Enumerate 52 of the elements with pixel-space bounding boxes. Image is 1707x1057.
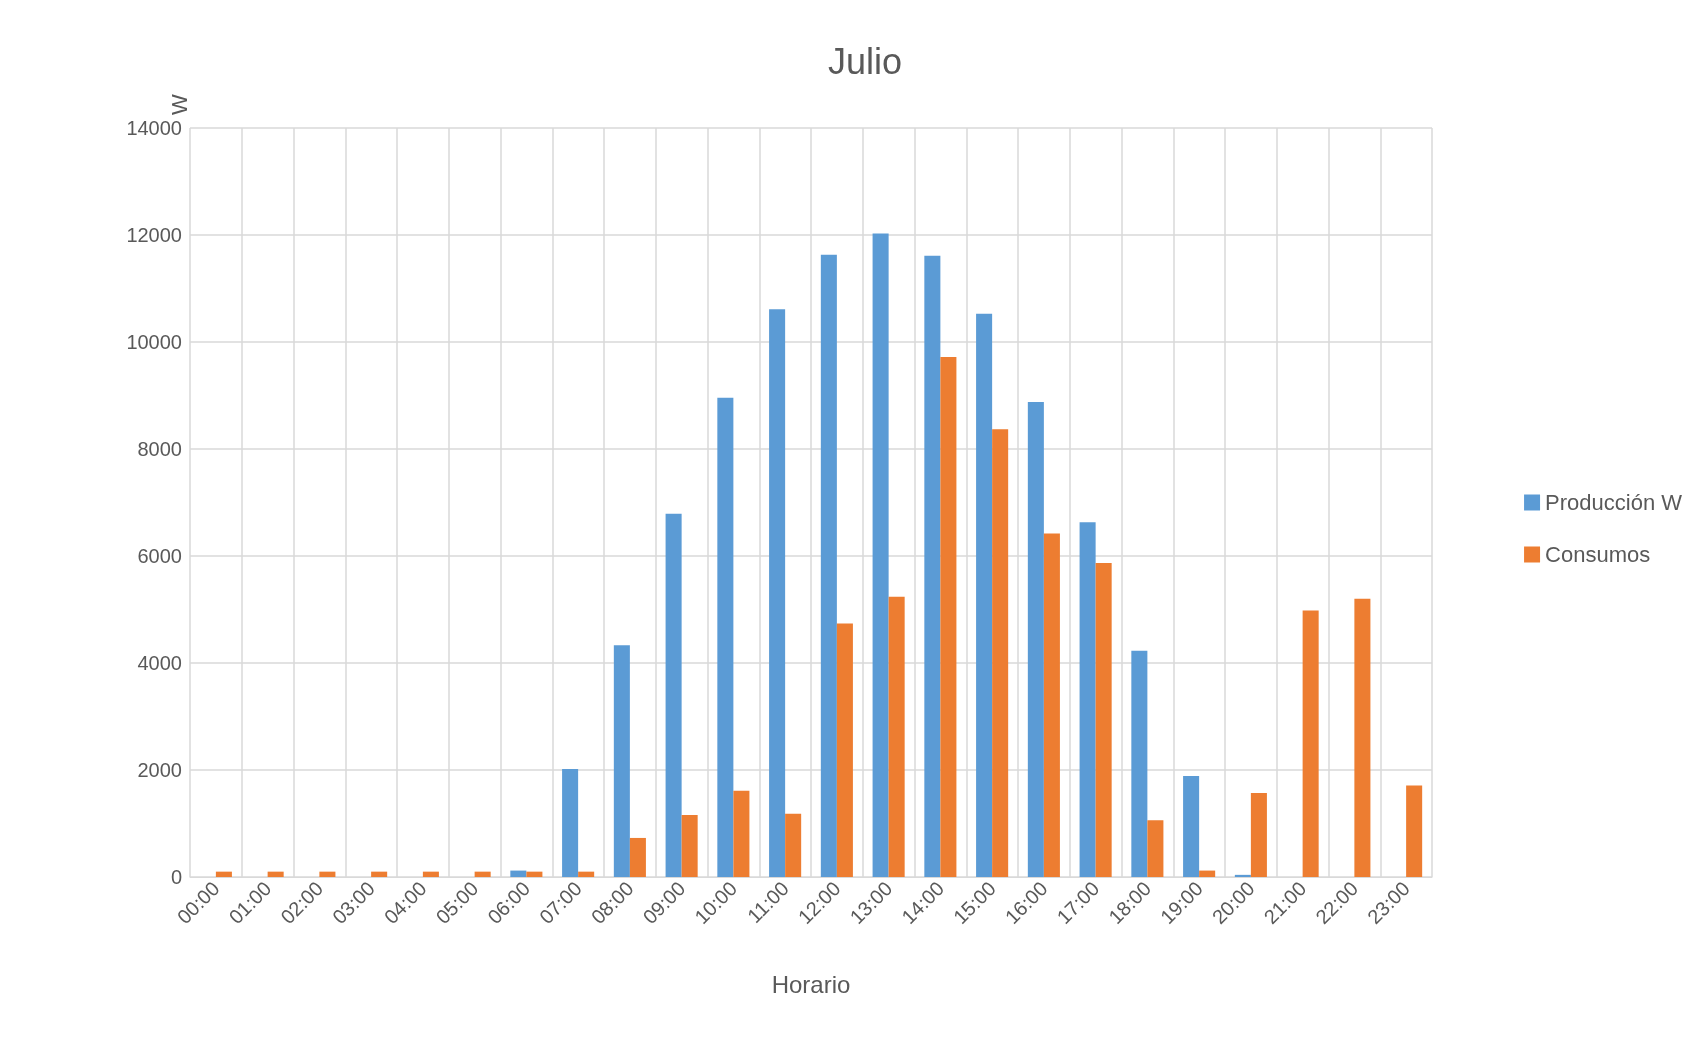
bar <box>215 871 232 877</box>
bar <box>888 596 905 877</box>
bar <box>872 233 889 877</box>
bar <box>562 768 579 877</box>
bar <box>422 871 439 877</box>
bar <box>319 871 336 877</box>
bar <box>681 814 698 877</box>
bar <box>820 254 837 877</box>
bar <box>1131 650 1148 877</box>
bar <box>526 871 543 877</box>
bar <box>733 790 750 877</box>
y-tick-label: 12000 <box>126 224 182 246</box>
bar <box>1147 820 1164 877</box>
bar <box>371 871 388 877</box>
bar <box>769 309 786 877</box>
bar <box>1199 870 1216 877</box>
bar <box>474 871 491 877</box>
bar <box>1354 598 1371 877</box>
bar <box>613 645 630 877</box>
y-axis-title: W <box>166 94 192 116</box>
bar <box>1234 874 1251 877</box>
bar <box>1302 610 1319 877</box>
y-tick-label: 14000 <box>126 117 182 139</box>
y-tick-label: 6000 <box>137 545 182 567</box>
y-tick-label: 2000 <box>137 759 182 781</box>
bar <box>1079 522 1096 877</box>
x-axis-title: Horario <box>771 970 851 998</box>
bar <box>1095 562 1112 877</box>
bar <box>665 513 682 877</box>
bar <box>1043 533 1060 877</box>
y-tick-label: 4000 <box>137 652 182 674</box>
chart-title: Julio <box>827 40 903 82</box>
bar <box>629 837 646 877</box>
y-tick-label: 8000 <box>137 438 182 460</box>
bar <box>1183 775 1200 877</box>
bar <box>1027 401 1044 877</box>
legend-label: Consumos <box>1545 542 1651 567</box>
bar <box>785 813 802 877</box>
bar <box>717 397 734 877</box>
bar <box>578 871 595 877</box>
y-tick-label: 0 <box>170 866 182 888</box>
bar <box>992 429 1009 877</box>
legend-label: Producción W <box>1545 490 1683 515</box>
bar <box>510 870 527 877</box>
bar <box>267 871 284 877</box>
bar <box>976 313 993 877</box>
bar <box>1250 793 1267 877</box>
bar <box>1406 785 1423 877</box>
bar <box>836 623 853 877</box>
bar <box>940 356 957 877</box>
y-tick-label: 10000 <box>126 331 182 353</box>
bar <box>924 255 941 877</box>
